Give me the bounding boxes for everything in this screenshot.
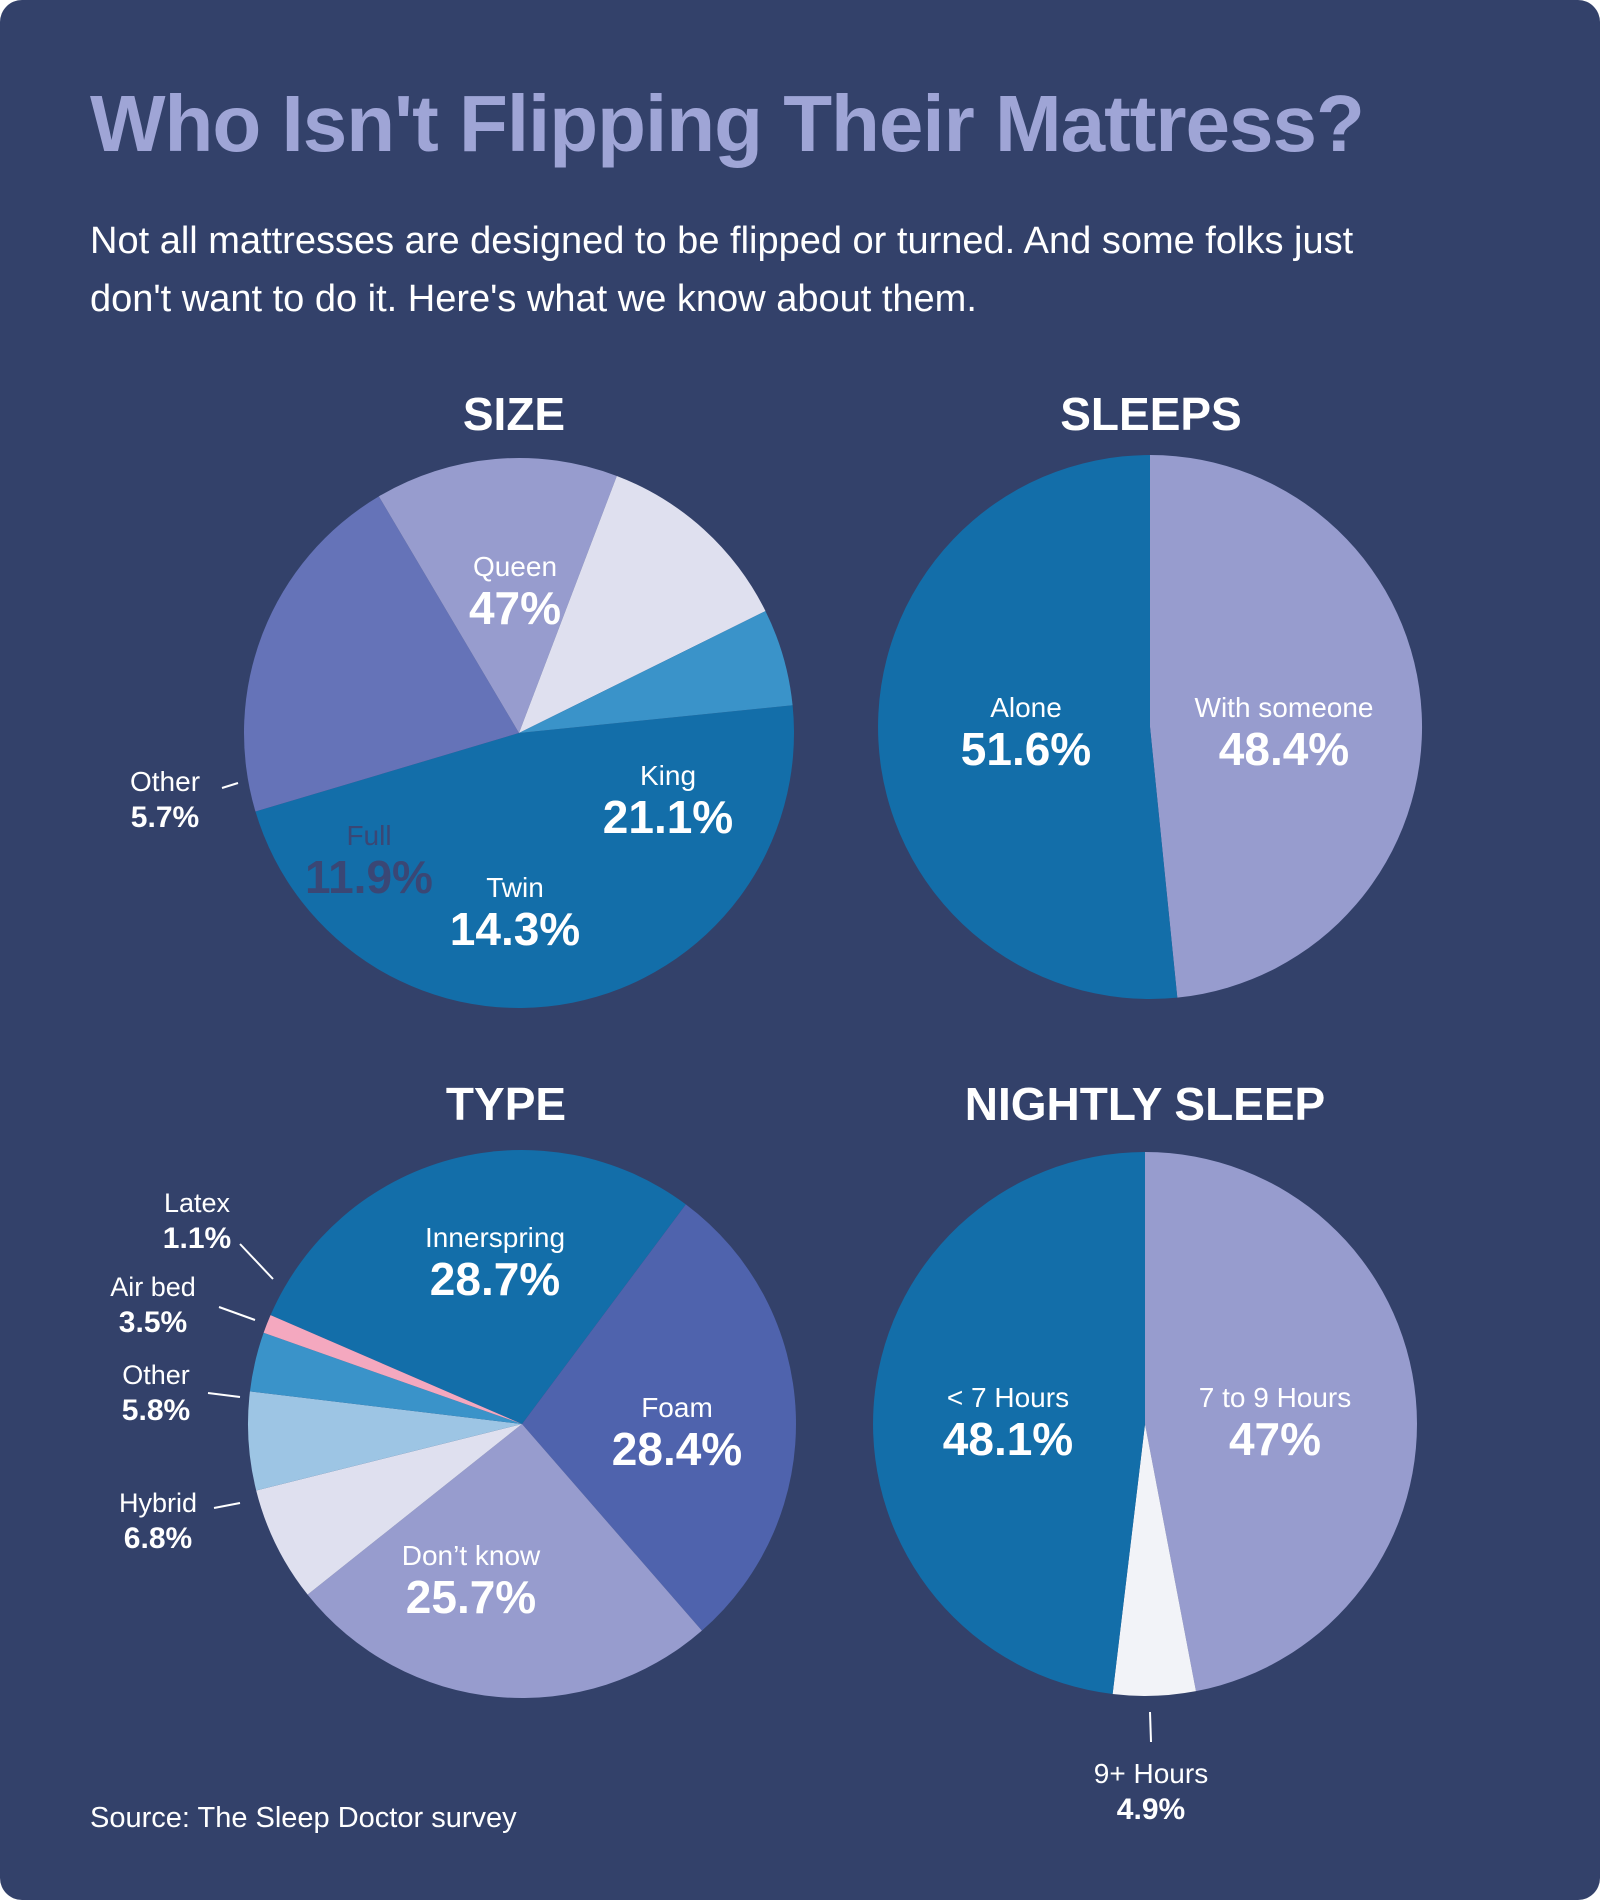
page-title: Who Isn't Flipping Their Mattress?: [90, 79, 1365, 168]
chart-title-type: TYPE: [446, 1078, 566, 1130]
leader-line-air-bed: [218, 1306, 256, 1321]
slice-value-9-hours: 4.9%: [1117, 1793, 1185, 1826]
pie-slice-7-to-9-hours: [1145, 1152, 1417, 1692]
pie-slice-don-t-know: [307, 1424, 702, 1698]
slice-label-hybrid: Hybrid: [119, 1488, 197, 1518]
pie-slice-with-someone: [1150, 455, 1423, 998]
slice-label-air-bed: Air bed: [110, 1272, 196, 1302]
leader-line-other: [221, 782, 239, 789]
pie-slice-full: [519, 475, 766, 733]
slice-value-twin: 14.3%: [450, 903, 580, 955]
slice-value-with-someone: 48.4%: [1219, 723, 1349, 775]
chart-title-nightly-sleep: NIGHTLY SLEEP: [965, 1078, 1325, 1130]
slice-label-queen: Queen: [473, 551, 557, 582]
pie-slice-king: [243, 496, 519, 812]
chart-title-sleeps: SLEEPS: [1060, 388, 1242, 440]
leader-line-9-hours: [1149, 1711, 1152, 1743]
page-subtitle: Not all mattresses are designed to be fl…: [90, 220, 1354, 320]
pie-slice-foam: [522, 1204, 796, 1631]
slice-value-alone: 51.6%: [961, 723, 1091, 775]
pie-slice-air-bed: [249, 1332, 522, 1424]
pie-slice-alone: [878, 455, 1178, 999]
leader-line-other: [207, 1392, 241, 1398]
slice-label-latex: Latex: [164, 1188, 231, 1218]
slice-label-other: Other: [122, 1360, 190, 1390]
slice-label-twin: Twin: [486, 872, 544, 903]
pie-slice-hybrid: [256, 1424, 522, 1595]
pie-slice-queen: [255, 705, 794, 1008]
slice-label-don-t-know: Don’t know: [402, 1540, 541, 1571]
slice-label-with-someone: With someone: [1195, 692, 1374, 723]
slice-value-air-bed: 3.5%: [119, 1306, 187, 1339]
slice-value-queen: 47%: [469, 582, 561, 634]
slice-label-full: Full: [346, 820, 391, 851]
leader-line-latex: [239, 1243, 274, 1280]
slice-value-other: 5.8%: [122, 1394, 190, 1427]
slice-value-7-to-9-hours: 47%: [1229, 1413, 1321, 1465]
leader-line-hybrid: [213, 1502, 241, 1509]
chart-title-size: SIZE: [463, 388, 565, 440]
pie-slice-innerspring: [270, 1149, 686, 1424]
slice-label-innerspring: Innerspring: [425, 1222, 565, 1253]
pie-slice-twin: [378, 457, 617, 733]
slice-value-king: 21.1%: [603, 791, 733, 843]
slice-label-other: Other: [130, 766, 200, 797]
slice-value-innerspring: 28.7%: [430, 1253, 560, 1305]
slice-value-don-t-know: 25.7%: [406, 1571, 536, 1623]
slice-value-full: 11.9%: [305, 851, 433, 903]
slice-label-7-to-9-hours: 7 to 9 Hours: [1199, 1382, 1352, 1413]
pie-slice-other: [519, 611, 793, 733]
slice-label-alone: Alone: [990, 692, 1062, 723]
pie-slice-9-hours: [1112, 1424, 1196, 1696]
pie-slice-7-hours: [873, 1152, 1145, 1695]
slice-value-7-hours: 48.1%: [943, 1413, 1073, 1465]
slice-label-9-hours: 9+ Hours: [1094, 1758, 1208, 1789]
slice-label-foam: Foam: [641, 1392, 713, 1423]
source-note: Source: The Sleep Doctor survey: [90, 1802, 517, 1834]
slice-label-7-hours: < 7 Hours: [947, 1382, 1069, 1413]
slice-value-latex: 1.1%: [163, 1222, 231, 1255]
slice-value-hybrid: 6.8%: [124, 1522, 192, 1555]
slice-value-foam: 28.4%: [612, 1423, 742, 1475]
pie-slice-other: [248, 1391, 523, 1491]
slice-label-king: King: [640, 760, 696, 791]
slice-value-other: 5.7%: [131, 801, 199, 834]
pie-slice-latex: [263, 1315, 522, 1424]
